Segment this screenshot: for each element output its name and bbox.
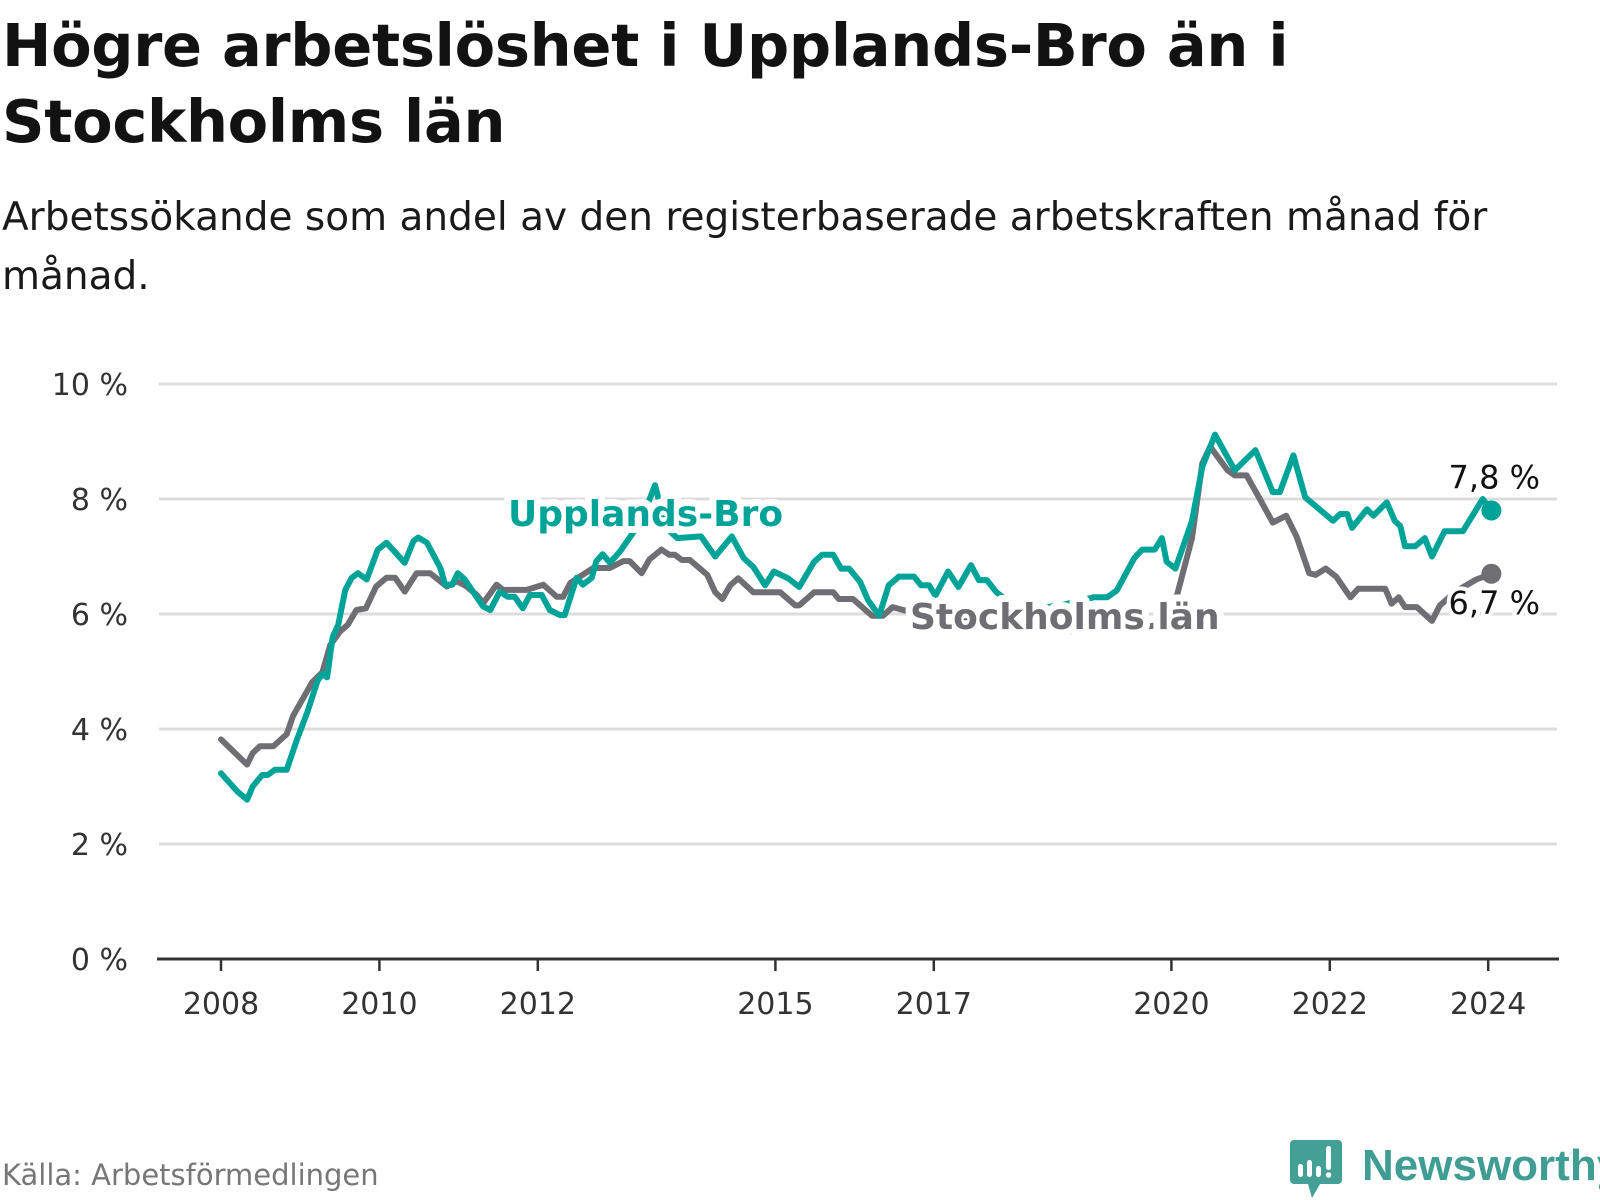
y-tick-label: 4 % bbox=[71, 713, 128, 748]
x-tick-label: 2015 bbox=[737, 987, 813, 1022]
end-dot-stockholms-lan bbox=[1481, 563, 1502, 584]
newsworthy-logo-icon bbox=[1290, 1140, 1342, 1198]
end-value-label: 7,8 % bbox=[1449, 459, 1540, 497]
x-tick-label: 2020 bbox=[1133, 987, 1209, 1022]
y-tick-label: 2 % bbox=[71, 828, 128, 863]
y-axis-ticks: 0 % 2 % 4 % 6 % 8 % 10 % bbox=[52, 368, 128, 978]
series-line-upplands-bro bbox=[218, 431, 1495, 803]
newsworthy-logo: Newsworthy bbox=[1290, 1140, 1600, 1198]
end-dot-upplands-bro bbox=[1481, 500, 1502, 521]
chart-title: Högre arbetslöshet i Upplands-Bro än i S… bbox=[2, 11, 1289, 156]
x-tick-label: 2022 bbox=[1292, 987, 1368, 1022]
x-tick-label: 2024 bbox=[1450, 987, 1526, 1022]
y-tick-label: 0 % bbox=[71, 943, 128, 978]
gridlines bbox=[157, 382, 1559, 961]
y-tick-label: 8 % bbox=[71, 483, 128, 518]
y-tick-label: 6 % bbox=[71, 598, 128, 633]
x-tick-label: 2008 bbox=[183, 987, 259, 1022]
y-tick-label: 10 % bbox=[52, 368, 128, 403]
source-note: Källa: Arbetsförmedlingen bbox=[2, 1158, 379, 1192]
x-tick-label: 2017 bbox=[896, 987, 972, 1022]
end-value-label: 6,7 % bbox=[1449, 584, 1540, 622]
series-label-stockholms-lan: Stockholms län bbox=[910, 597, 1220, 638]
x-axis-ticks: 2008 2010 2012 2015 2017 2020 2022 2024 bbox=[183, 959, 1526, 1022]
newsworthy-wordmark: Newsworthy bbox=[1362, 1141, 1600, 1190]
x-tick-label: 2010 bbox=[341, 987, 417, 1022]
chart-subtitle: Arbetssökande som andel av den registerb… bbox=[2, 195, 1488, 299]
series-labels: Upplands-Bro Stockholms län bbox=[501, 487, 1227, 645]
series-label-upplands-bro: Upplands-Bro bbox=[508, 494, 783, 535]
series-line-stockholms-lan bbox=[218, 443, 1495, 768]
end-markers: 6,7 % 7,8 % bbox=[1445, 455, 1544, 626]
series-lines bbox=[218, 431, 1495, 803]
x-tick-label: 2012 bbox=[500, 987, 576, 1022]
